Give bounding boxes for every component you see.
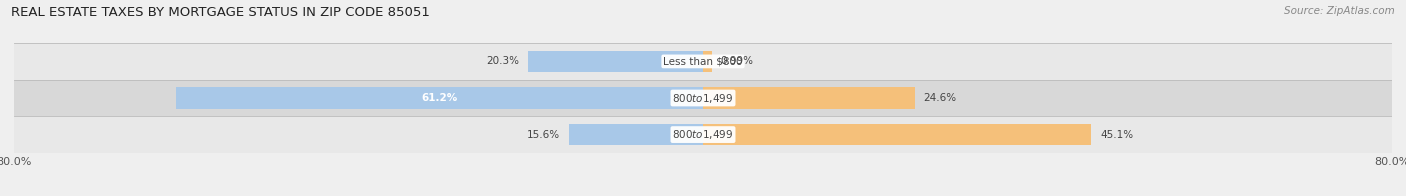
Bar	[14, 116, 1392, 153]
Text: REAL ESTATE TAXES BY MORTGAGE STATUS IN ZIP CODE 85051: REAL ESTATE TAXES BY MORTGAGE STATUS IN …	[11, 6, 430, 19]
Bar	[703, 51, 711, 72]
Bar	[703, 124, 1091, 145]
Bar	[14, 80, 1392, 116]
Bar	[529, 51, 703, 72]
Bar	[176, 87, 703, 109]
Text: $800 to $1,499: $800 to $1,499	[672, 92, 734, 104]
Text: 20.3%: 20.3%	[486, 56, 520, 66]
Text: 0.99%: 0.99%	[720, 56, 754, 66]
Text: $800 to $1,499: $800 to $1,499	[672, 128, 734, 141]
Bar	[14, 43, 1392, 80]
Text: 61.2%: 61.2%	[422, 93, 457, 103]
Text: 15.6%: 15.6%	[527, 130, 560, 140]
Text: Less than $800: Less than $800	[664, 56, 742, 66]
Bar	[568, 124, 703, 145]
Text: Source: ZipAtlas.com: Source: ZipAtlas.com	[1284, 6, 1395, 16]
Bar	[703, 87, 915, 109]
Text: 45.1%: 45.1%	[1099, 130, 1133, 140]
Text: 24.6%: 24.6%	[924, 93, 956, 103]
